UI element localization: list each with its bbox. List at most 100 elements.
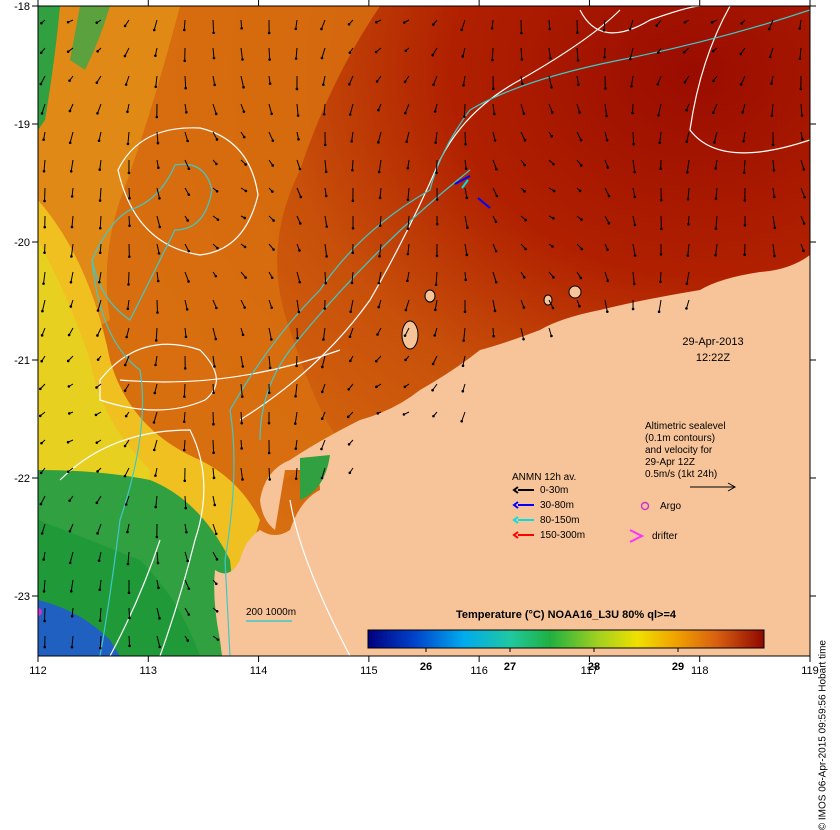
velocity-arrow-head — [521, 58, 524, 61]
velocity-arrow-head — [685, 109, 688, 112]
velocity-arrow-head — [633, 171, 636, 174]
velocity-arrow-head — [404, 49, 407, 52]
velocity-arrow-head — [405, 309, 408, 312]
velocity-arrow-head — [243, 136, 246, 139]
velocity-arrow-head — [41, 112, 44, 115]
velocity-arrow-head — [68, 79, 71, 82]
velocity-arrow-head — [657, 114, 660, 117]
velocity-arrow-head — [634, 254, 637, 257]
velocity-arrow-head — [98, 559, 101, 562]
velocity-arrow-head — [240, 422, 243, 425]
velocity-arrow — [184, 20, 185, 30]
velocity-arrow-head — [522, 338, 525, 341]
velocity-arrow-head — [523, 306, 526, 309]
velocity-arrow-head — [739, 53, 742, 56]
velocity-arrow-head — [298, 311, 301, 314]
velocity-arrow-head — [268, 391, 271, 394]
velocity-arrow-head — [379, 197, 382, 200]
drifter-label: drifter — [652, 531, 678, 542]
velocity-arrow-head — [404, 334, 407, 337]
velocity-arrow-head — [128, 617, 131, 620]
anmn-legend-label: 150-300m — [540, 530, 585, 541]
velocity-arrow-head — [801, 138, 804, 141]
altimetry-line: 0.5m/s (1kt 24h) — [645, 469, 717, 480]
velocity-arrow-head — [523, 190, 526, 193]
velocity-arrow-head — [495, 168, 498, 171]
velocity-arrow-head — [42, 138, 45, 141]
velocity-arrow-head — [215, 532, 218, 535]
velocity-arrow-head — [405, 140, 408, 143]
sst-field — [34, 6, 810, 656]
velocity-arrow-head — [67, 441, 70, 444]
velocity-arrow-head — [99, 251, 102, 254]
velocity-arrow-head — [714, 254, 717, 257]
velocity-arrow-head — [376, 333, 379, 336]
velocity-arrow-head — [188, 587, 191, 590]
velocity-arrow-head — [40, 51, 43, 54]
velocity-arrow-head — [43, 620, 46, 623]
velocity-arrow-head — [185, 111, 188, 114]
velocity-arrow-head — [127, 143, 130, 146]
velocity-arrow — [465, 132, 466, 144]
velocity-arrow-head — [579, 190, 582, 193]
velocity-arrow-head — [128, 224, 131, 227]
velocity-arrow-head — [299, 168, 302, 171]
velocity-arrow-head — [69, 530, 72, 533]
velocity-arrow-head — [633, 283, 636, 286]
velocity-arrow-head — [658, 310, 661, 313]
map-date: 29-Apr-2013 — [682, 336, 743, 348]
velocity-arrow-head — [432, 363, 435, 366]
velocity-arrow-head — [245, 190, 248, 193]
velocity-arrow-head — [124, 389, 127, 392]
velocity-arrow-head — [377, 109, 380, 112]
velocity-arrow-head — [67, 50, 70, 53]
velocity-arrow-head — [69, 141, 72, 144]
velocity-arrow-head — [606, 248, 609, 251]
velocity-arrow-head — [576, 31, 579, 34]
velocity-arrow-head — [773, 169, 776, 172]
velocity-arrow-head — [325, 225, 328, 228]
velocity-arrow-head — [580, 218, 583, 221]
velocity-arrow-head — [69, 110, 72, 113]
velocity-arrow-head — [660, 253, 663, 256]
velocity-arrow-head — [460, 28, 463, 31]
anmn-legend-label: 30-80m — [540, 500, 574, 511]
velocity-arrow-head — [69, 562, 72, 565]
velocity-arrow-head — [770, 82, 773, 85]
velocity-arrow-head — [768, 28, 771, 31]
velocity-arrow-head — [524, 219, 527, 222]
velocity-arrow-head — [243, 306, 246, 309]
colorbar-scale — [368, 630, 764, 648]
velocity-arrow-head — [183, 59, 186, 62]
velocity-arrow-head — [496, 195, 499, 198]
velocity-arrow-head — [634, 224, 637, 227]
velocity-arrow-head — [407, 253, 410, 256]
velocity-arrow-head — [803, 222, 806, 225]
velocity-arrow-head — [322, 338, 325, 341]
velocity-arrow-head — [240, 447, 243, 450]
anmn-legend-title: ANMN 12h av. — [512, 472, 576, 483]
velocity-arrow-head — [431, 389, 434, 392]
velocity-arrow-head — [158, 252, 161, 255]
velocity-arrow-head — [215, 583, 218, 586]
velocity-arrow-head — [712, 80, 715, 83]
velocity-arrow-head — [299, 196, 302, 199]
velocity-arrow-head — [684, 81, 687, 84]
velocity-arrow-head — [157, 562, 160, 565]
velocity-arrow-head — [124, 445, 127, 448]
velocity-arrow-head — [154, 474, 157, 477]
velocity-arrow-head — [769, 56, 772, 59]
velocity-arrow-head — [802, 250, 805, 253]
velocity-arrow-head — [407, 227, 410, 230]
lat-tick-label: -23 — [14, 591, 30, 603]
velocity-arrow — [633, 132, 634, 144]
velocity-arrow-head — [186, 219, 189, 222]
velocity-arrow — [213, 440, 214, 453]
velocity-arrow-head — [212, 391, 215, 394]
velocity-arrow-head — [773, 255, 776, 258]
velocity-arrow-head — [299, 222, 302, 225]
velocity-arrow-head — [744, 199, 747, 202]
velocity-arrow-head — [67, 470, 70, 473]
velocity-arrow-head — [244, 163, 247, 166]
credit-text: © IMOS 06-Apr-2015 09:59:56 Hobart time — [817, 640, 828, 830]
